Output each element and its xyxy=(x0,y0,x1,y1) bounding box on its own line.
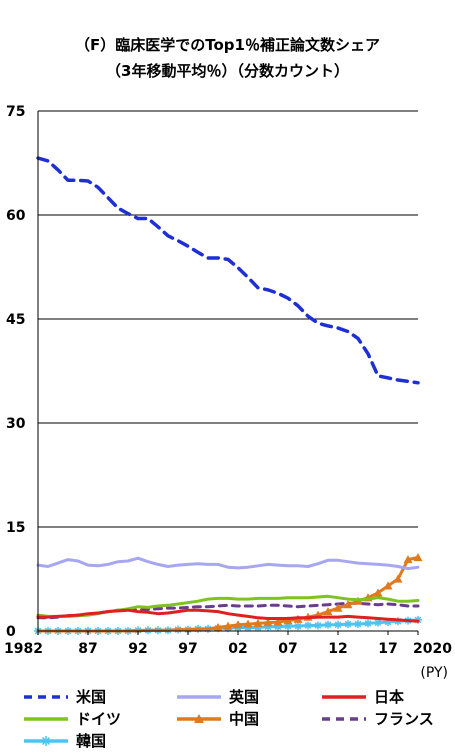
legend-swatch xyxy=(24,694,68,699)
line-chart: 0 15 30 45 60 75 1982 87 92 97 02 07 12 17 2020 (PY) xyxy=(4,104,452,681)
data-point xyxy=(304,621,312,630)
data-point xyxy=(213,623,223,632)
x-tick-label: 17 xyxy=(378,641,397,657)
data-point xyxy=(273,617,283,626)
series-lines xyxy=(34,156,423,635)
data-point xyxy=(403,555,413,564)
y-tick-label: 15 xyxy=(6,520,25,536)
data-point xyxy=(274,622,282,631)
legend: 米国 英国 日本ドイツ 中国 フランス韓国 xyxy=(0,678,455,755)
legend-item: 日本 xyxy=(320,686,404,707)
data-point xyxy=(233,620,243,629)
x-tick-label: 02 xyxy=(228,641,247,657)
x-tick-label: 07 xyxy=(278,641,297,657)
legend-item: ドイツ xyxy=(22,708,121,729)
data-point xyxy=(373,588,383,597)
data-point xyxy=(283,616,293,625)
series-line-1 xyxy=(36,556,420,571)
data-point xyxy=(254,623,262,632)
data-point xyxy=(334,620,342,629)
data-point xyxy=(374,618,382,627)
chart-subtitle: （3年移動平均％）（分数カウント） xyxy=(106,62,349,80)
legend-swatch xyxy=(177,694,221,699)
data-point xyxy=(383,581,393,590)
data-point xyxy=(384,617,392,626)
legend-item: 韓国 xyxy=(22,730,106,751)
series-line-0 xyxy=(36,156,420,385)
data-point xyxy=(413,553,423,562)
legend-item: 米国 xyxy=(22,686,106,707)
x-tick-label: 2020 xyxy=(413,641,452,657)
legend-swatch xyxy=(177,713,221,723)
data-point xyxy=(324,620,332,629)
legend-label: 米国 xyxy=(76,688,107,706)
y-tick-label: 0 xyxy=(6,624,16,640)
data-point xyxy=(264,622,272,631)
legend-item: 英国 xyxy=(175,686,259,707)
legend-item: 中国 xyxy=(175,708,259,729)
chart-title: （F）臨床医学でのTop1％補正論文数シェア xyxy=(75,36,380,54)
legend-swatch xyxy=(322,694,366,699)
data-point xyxy=(284,622,292,631)
legend-label: 韓国 xyxy=(76,732,107,750)
data-point xyxy=(333,603,343,612)
legend-label: 英国 xyxy=(229,688,260,706)
legend-swatch xyxy=(24,716,68,721)
y-tick-label: 30 xyxy=(6,416,26,432)
data-point xyxy=(354,620,362,629)
y-tick-label: 75 xyxy=(6,104,25,120)
series-line-2 xyxy=(36,608,420,623)
data-point xyxy=(314,621,322,630)
axes: 0 15 30 45 60 75 1982 87 92 97 02 07 12 17 2020 (PY) xyxy=(4,104,452,681)
x-tick-label: 12 xyxy=(328,641,347,657)
legend-label: 日本 xyxy=(374,688,405,706)
x-tick-label: 1982 xyxy=(4,641,43,657)
x-axis-label: (PY) xyxy=(420,665,448,681)
data-point xyxy=(344,620,352,629)
x-tick-label: 92 xyxy=(128,641,147,657)
data-point xyxy=(393,574,403,583)
x-tick-label: 97 xyxy=(178,641,197,657)
data-point xyxy=(263,618,273,627)
data-point xyxy=(323,607,333,616)
data-point xyxy=(253,618,263,627)
data-point xyxy=(343,600,353,609)
grid-lines xyxy=(38,110,418,528)
y-tick-label: 45 xyxy=(6,312,25,328)
data-point xyxy=(364,619,372,628)
legend-label: ドイツ xyxy=(76,710,122,728)
legend-label: 中国 xyxy=(229,710,260,728)
legend-swatch xyxy=(322,716,366,721)
legend-item: フランス xyxy=(320,708,434,729)
data-point xyxy=(294,622,302,631)
data-point xyxy=(243,619,253,628)
y-tick-label: 60 xyxy=(6,208,26,224)
x-tick-label: 87 xyxy=(78,641,97,657)
legend-swatch xyxy=(24,735,68,746)
data-point xyxy=(223,621,233,630)
legend-label: フランス xyxy=(374,710,434,728)
